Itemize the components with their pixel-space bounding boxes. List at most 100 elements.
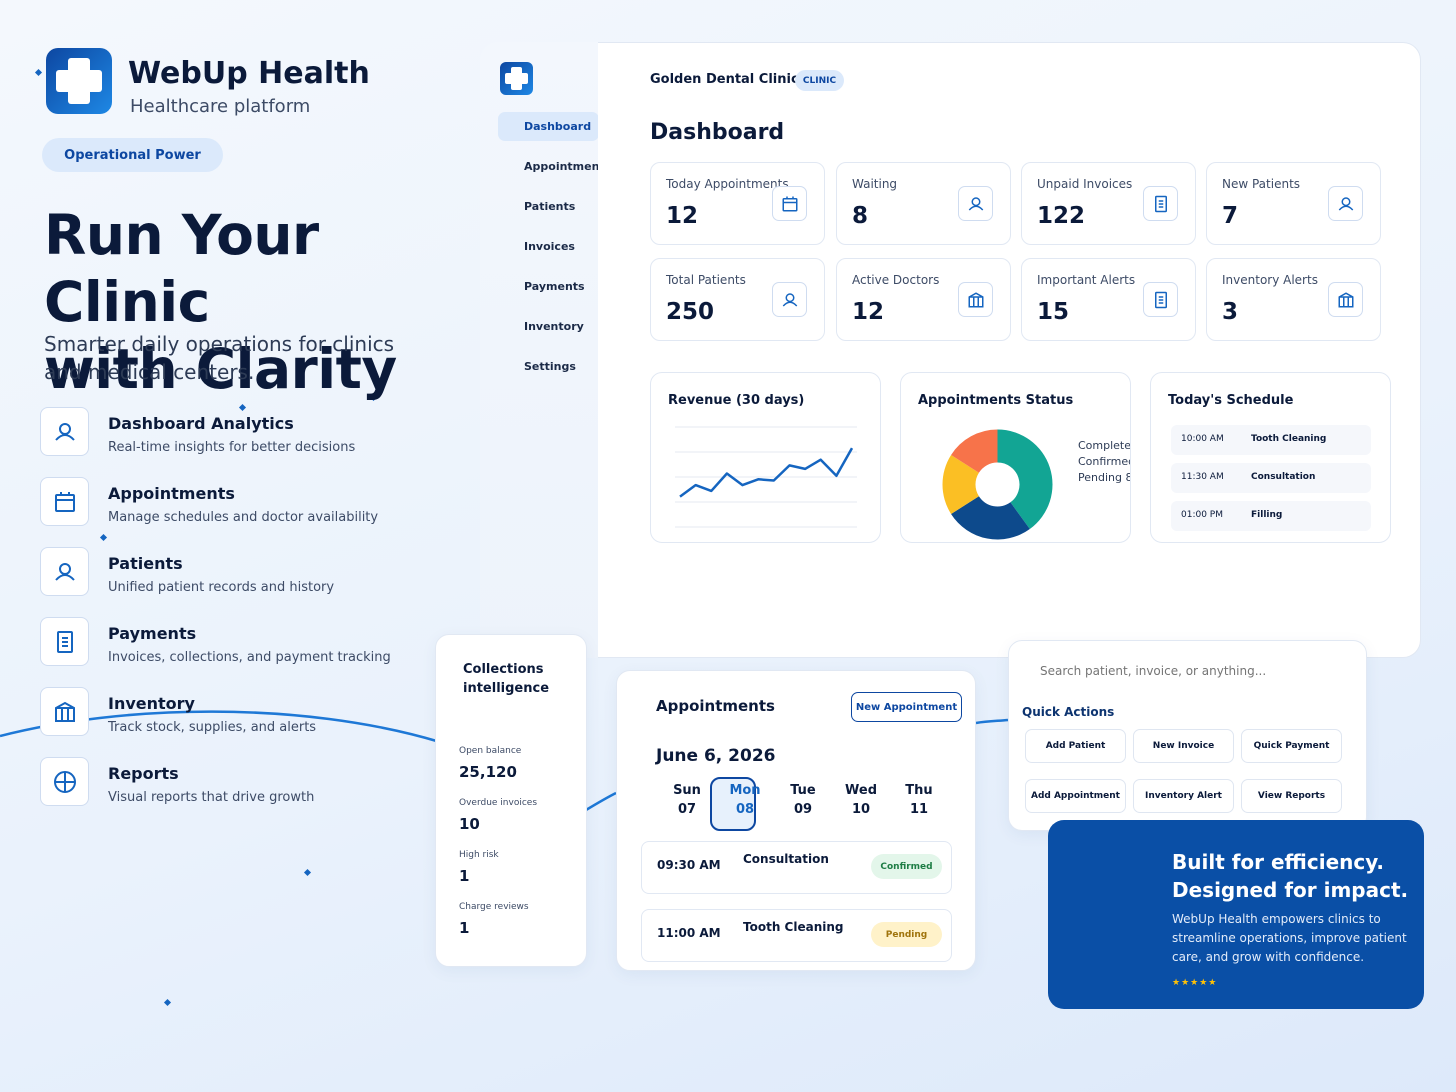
schedule-card: Today's Schedule 10:00 AM Tooth Cleaning…: [1150, 372, 1391, 543]
search-input[interactable]: [1027, 657, 1347, 685]
feature-payments: Payments Invoices, collections, and paym…: [40, 617, 440, 667]
day-mon[interactable]: Mon 08: [720, 781, 770, 819]
sidebar-item-settings[interactable]: Settings: [524, 360, 576, 373]
sidebar-item-dashboard[interactable]: Dashboard: [498, 112, 599, 141]
status-title: Appointments Status: [918, 393, 1074, 408]
sidebar-item-inventory[interactable]: Inventory: [524, 320, 584, 333]
day-num: 11: [909, 802, 929, 817]
add-appointment-button[interactable]: Add Appointment: [1025, 779, 1126, 813]
appointment-row[interactable]: 11:00 AM Tooth Cleaning Pending: [641, 909, 952, 962]
collections-label: Charge reviews: [459, 902, 529, 912]
stat-total-patients[interactable]: Total Patients 250: [650, 258, 825, 341]
feature-desc: Real-time insights for better decisions: [108, 440, 356, 455]
day-sun[interactable]: Sun 07: [662, 781, 712, 819]
feature-inventory: Inventory Track stock, supplies, and ale…: [40, 687, 440, 737]
stat-label: Waiting: [852, 177, 898, 191]
appointment-row[interactable]: 09:30 AM Consultation Confirmed: [641, 841, 952, 894]
schedule-row[interactable]: 11:30 AM Consultation: [1171, 463, 1371, 493]
collections-value: 25,120: [459, 763, 517, 781]
promo-title-line2: Designed for impact.: [1172, 878, 1409, 902]
legend-pending: Pending 8%: [1078, 471, 1130, 484]
feature-desc: Manage schedules and doctor availability: [108, 510, 379, 525]
day-name: Tue: [790, 783, 816, 798]
promo-card: Built for efficiency. Designed for impac…: [1048, 820, 1424, 1009]
stat-label: Unpaid Invoices: [1037, 177, 1133, 191]
stat-value: 7: [1222, 203, 1239, 229]
new-invoice-button[interactable]: New Invoice: [1133, 729, 1234, 763]
clinic-tag: CLINIC: [795, 70, 844, 91]
donut-slice-pending: [942, 455, 979, 514]
star-rating-icon: ★★★★★: [1172, 978, 1218, 988]
status-donut-chart: [942, 429, 1053, 540]
collections-title: Collections intelligence: [463, 662, 550, 696]
stat-value: 8: [852, 203, 869, 229]
collections-label: High risk: [459, 850, 499, 860]
collections-card: Collections intelligence Open balance 25…: [435, 634, 587, 967]
box-icon: [958, 282, 993, 317]
appointment-name: Tooth Cleaning: [743, 920, 844, 934]
promo-title: Built for efficiency. Designed for impac…: [1172, 848, 1408, 904]
page-title: Dashboard: [650, 120, 785, 145]
revenue-series-line: [679, 447, 854, 498]
revenue-title: Revenue (30 days): [668, 393, 805, 408]
calendar-icon: [772, 186, 807, 221]
feature-title: Reports: [108, 764, 179, 783]
quick-payment-button[interactable]: Quick Payment: [1241, 729, 1342, 763]
stat-label: Inventory Alerts: [1222, 273, 1318, 287]
stat-active-doctors[interactable]: Active Doctors 12: [836, 258, 1011, 341]
day-num: 09: [793, 802, 813, 817]
status-card: Appointments Status Completed 62% Confir…: [900, 372, 1131, 543]
sidebar-item-invoices[interactable]: Invoices: [524, 240, 575, 253]
legend-completed: Completed 62%: [1078, 439, 1131, 452]
sidebar-item-payments[interactable]: Payments: [524, 280, 585, 293]
new-appointment-button[interactable]: New Appointment: [851, 692, 962, 722]
feature-patients: Patients Unified patient records and his…: [40, 547, 440, 597]
stat-value: 250: [666, 299, 715, 325]
donut-slice-confirmed: [951, 496, 1030, 540]
day-name: Wed: [845, 783, 877, 798]
feature-title: Payments: [108, 624, 197, 643]
feature-title: Appointments: [108, 484, 235, 503]
schedule-row[interactable]: 01:00 PM Filling: [1171, 501, 1371, 531]
collections-label: Open balance: [459, 746, 522, 756]
stat-new-patients[interactable]: New Patients 7: [1206, 162, 1381, 245]
day-tue[interactable]: Tue 09: [778, 781, 828, 819]
day-wed[interactable]: Wed 10: [836, 781, 886, 819]
promo-title-line1: Built for efficiency.: [1172, 850, 1385, 874]
appointment-name: Consultation: [743, 852, 829, 866]
feature-title: Patients: [108, 554, 183, 573]
hero-title-line1: Run Your Clinic: [44, 203, 319, 334]
stat-inventory-alerts[interactable]: Inventory Alerts 3: [1206, 258, 1381, 341]
collections-value: 1: [459, 919, 470, 937]
view-reports-button[interactable]: View Reports: [1241, 779, 1342, 813]
promo-text: WebUp Health empowers clinics to streaml…: [1172, 912, 1407, 964]
inventory-alert-button[interactable]: Inventory Alert: [1133, 779, 1234, 813]
stat-important-alerts[interactable]: Important Alerts 15: [1021, 258, 1196, 341]
donut-slice-completed: [997, 429, 1053, 529]
add-patient-button[interactable]: Add Patient: [1025, 729, 1126, 763]
sidebar-item-appointments[interactable]: Appointments: [524, 160, 612, 173]
calendar-icon: [40, 477, 89, 526]
collections-label: Overdue invoices: [459, 798, 538, 808]
stat-label: Important Alerts: [1037, 273, 1136, 287]
day-thu[interactable]: Thu 11: [894, 781, 944, 819]
stat-unpaid-invoices[interactable]: Unpaid Invoices 122: [1021, 162, 1196, 245]
schedule-row[interactable]: 10:00 AM Tooth Cleaning: [1171, 425, 1371, 455]
main-panel: [598, 42, 1421, 658]
quick-actions-card: Quick Actions Add Patient New Invoice Qu…: [1008, 640, 1367, 831]
revenue-line-chart: [675, 426, 857, 528]
quick-actions-title: Quick Actions: [1022, 705, 1115, 719]
status-badge: Pending: [871, 922, 942, 947]
brand-name: WebUp Health: [128, 56, 370, 91]
stat-value: 12: [852, 299, 885, 325]
day-name: Thu: [905, 783, 933, 798]
hero-subtitle: Smarter daily operations for clinics and…: [44, 332, 395, 384]
day-name: Mon: [729, 783, 761, 798]
sidebar-item-patients[interactable]: Patients: [524, 200, 576, 213]
stat-value: 12: [666, 203, 699, 229]
schedule-name: Consultation: [1251, 472, 1316, 482]
appointments-date: June 6, 2026: [656, 746, 776, 766]
stat-today-appointments[interactable]: Today Appointments 12: [650, 162, 825, 245]
stat-waiting[interactable]: Waiting 8: [836, 162, 1011, 245]
feature-title: Inventory: [108, 694, 195, 713]
